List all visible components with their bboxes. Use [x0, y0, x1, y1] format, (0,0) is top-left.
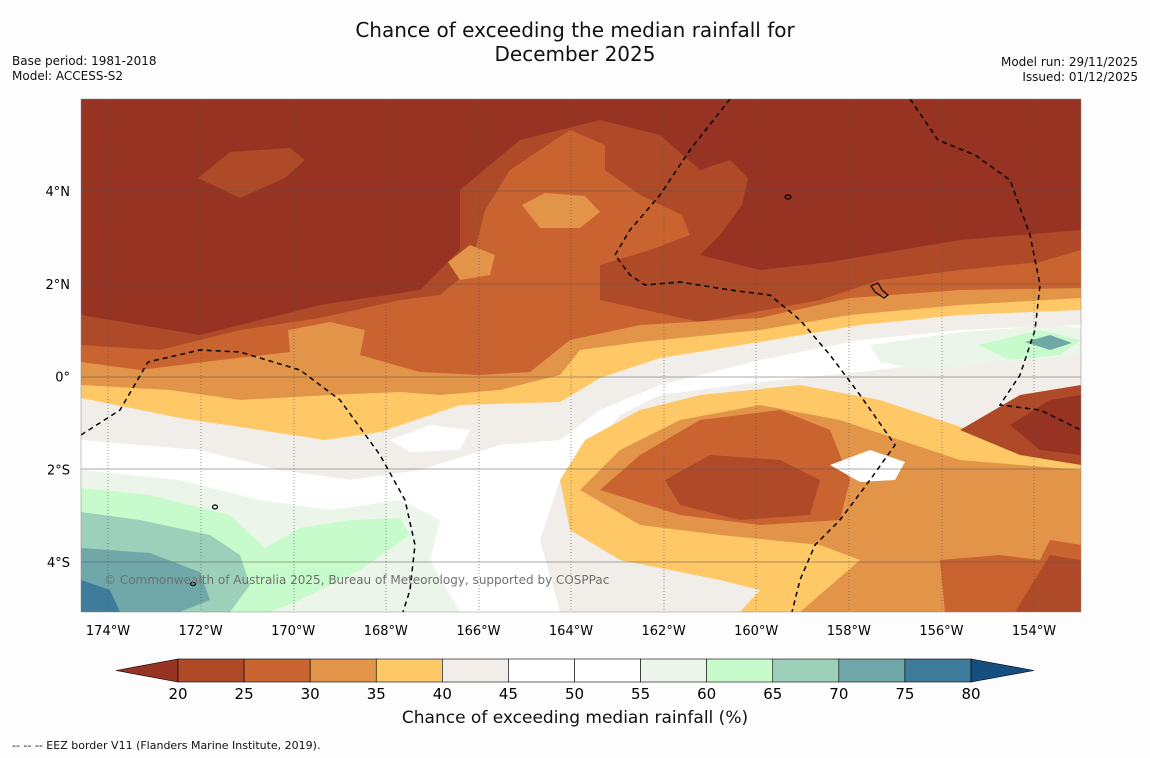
field-20-25-blob — [198, 148, 305, 198]
field-east-70-75 — [1025, 335, 1072, 350]
meta-right: Model run: 29/11/2025 Issued: 01/12/2025 — [1001, 55, 1138, 85]
field-south-20-25 — [665, 455, 820, 520]
lon-label: 168°W — [364, 624, 408, 639]
field-30-35-blob-a — [448, 245, 495, 280]
lat-label: 0° — [55, 371, 70, 386]
map-fields — [81, 99, 1081, 612]
colorbar-segment — [706, 658, 774, 683]
colorbar-tick: 60 — [697, 685, 716, 703]
lon-label: 158°W — [827, 624, 871, 639]
field-se-20-25-corner — [1015, 555, 1081, 612]
colorbar-label: Chance of exceeding median rainfall (%) — [401, 708, 749, 728]
lon-label: 162°W — [642, 624, 686, 639]
lon-label: 172°W — [179, 624, 223, 639]
lon-label: 170°W — [271, 624, 315, 639]
colorbar — [115, 658, 1035, 683]
lat-lines — [81, 190, 1081, 563]
base-period: Base period: 1981-2018 — [12, 54, 157, 68]
model-run: Model run: 29/11/2025 — [1000, 55, 1138, 69]
field-70-75 — [81, 548, 210, 612]
field-30-35-blob-b — [522, 193, 600, 228]
field-se-below-20 — [1010, 395, 1081, 455]
field-75-80 — [81, 580, 120, 612]
field-white-blob-2 — [390, 425, 470, 452]
colorbar-segment — [574, 658, 641, 683]
meta-left: Base period: 1981-2018 Model: ACCESS-S2 — [12, 54, 157, 84]
islands — [189, 194, 889, 587]
colorbar-tick: 70 — [829, 685, 848, 703]
longitude-labels: 174°W 172°W 170°W 168°W 166°W 164°W 162°W 160°W… — [86, 624, 1056, 639]
lat-label: 2°N — [46, 278, 71, 293]
colorbar-low-arrow — [115, 658, 179, 683]
colorbar-tick: 45 — [499, 685, 518, 703]
lat-label: 4°N — [46, 185, 71, 200]
issued-date: Issued: 01/12/2025 — [1022, 70, 1138, 84]
colorbar-tick: 65 — [763, 685, 782, 703]
copyright-notice: © Commonwealth of Australia 2025, Bureau… — [104, 573, 609, 587]
lon-label: 164°W — [549, 624, 593, 639]
colorbar-segment — [904, 658, 972, 683]
model-name: Model: ACCESS-S2 — [12, 69, 124, 83]
title-line-2: December 2025 — [494, 42, 656, 66]
colorbar-tick: 20 — [168, 685, 187, 703]
colorbar-tick: 50 — [565, 685, 584, 703]
lon-label: 156°W — [919, 624, 963, 639]
colorbar-tick: 35 — [367, 685, 386, 703]
latitude-labels: 4°N 2°N 0° 2°S 4°S — [46, 185, 71, 571]
colorbar-tick: 80 — [961, 685, 980, 703]
title-line-1: Chance of exceeding the median rainfall … — [355, 18, 795, 42]
eez-borders — [81, 99, 1081, 612]
lat-label: 2°S — [47, 463, 70, 478]
map-title: Chance of exceeding the median rainfall … — [0, 18, 1150, 66]
colorbar-segment — [309, 658, 377, 683]
lon-label: 160°W — [734, 624, 778, 639]
lon-label: 154°W — [1012, 624, 1056, 639]
colorbar-tick-labels: 20 25 30 35 40 45 50 55 60 65 70 75 80 — [168, 685, 980, 703]
colorbar-tick: 30 — [301, 685, 320, 703]
colorbar-tick: 40 — [433, 685, 452, 703]
lon-label: 174°W — [86, 624, 130, 639]
colorbar-segment — [508, 658, 575, 683]
colorbar-tick: 75 — [895, 685, 914, 703]
colorbar-segment — [838, 658, 906, 683]
colorbar-segment — [177, 658, 245, 683]
colorbar-segment — [772, 658, 840, 683]
lat-label: 4°S — [47, 556, 70, 571]
colorbar-high-arrow — [970, 658, 1035, 683]
colorbar-tick: 55 — [631, 685, 650, 703]
colorbar-segment — [442, 658, 509, 683]
eez-legend-note: -- -- -- EEZ border V11 (Flanders Marine… — [12, 739, 321, 752]
colorbar-tick: 25 — [235, 685, 254, 703]
colorbar-segment — [243, 658, 311, 683]
colorbar-segment — [375, 658, 443, 683]
colorbar-segment — [640, 658, 707, 683]
lon-label: 166°W — [456, 624, 500, 639]
